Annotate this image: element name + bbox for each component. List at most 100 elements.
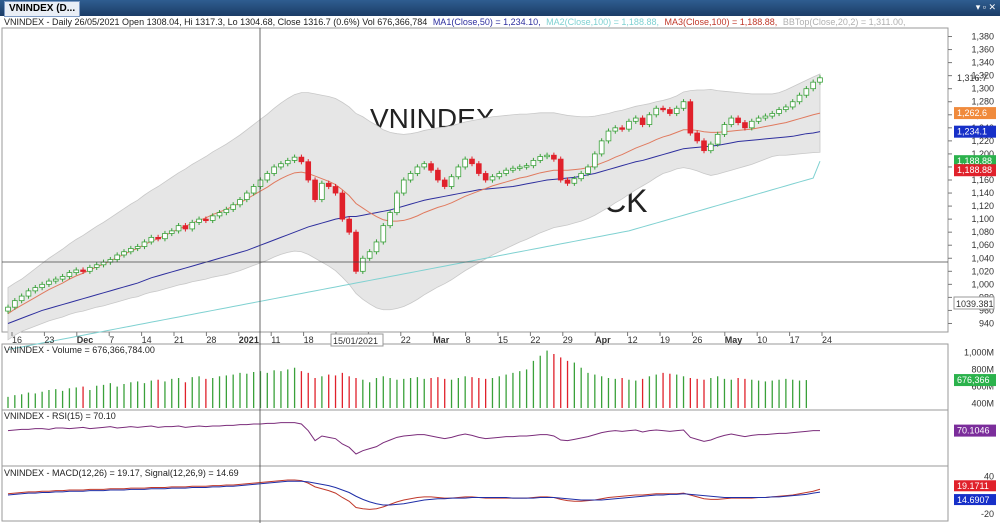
price-tag-label: 1,316.7	[957, 73, 987, 83]
candle-body	[339, 192, 346, 220]
candle-body	[223, 208, 230, 214]
price-info-line: VNINDEX - Daily 26/05/2021 Open 1308.04,…	[4, 17, 909, 27]
candle-body	[18, 295, 25, 302]
candle-body	[469, 158, 475, 165]
candle-body	[52, 278, 59, 282]
candle-body	[489, 176, 496, 181]
candle-body	[783, 106, 789, 110]
candle-body	[728, 117, 735, 125]
candle-body	[414, 166, 421, 174]
candle-body	[796, 94, 803, 103]
date-tick-label: 22	[401, 335, 411, 345]
candle-body	[332, 186, 339, 194]
price-tag-label: 1,234.1	[957, 127, 987, 137]
candle-body	[244, 192, 250, 200]
date-tick-label: 15	[498, 335, 508, 345]
price-tick-label: 1,080	[971, 227, 994, 237]
candle-body	[59, 276, 66, 280]
signal-last-box	[954, 494, 996, 506]
date-tick-label: 24	[822, 335, 832, 345]
candle-body	[93, 264, 100, 268]
date-tick-label: 19	[660, 335, 670, 345]
candle-body	[325, 182, 332, 187]
macd-panel-frame	[1, 465, 949, 522]
price-tag-box	[954, 107, 996, 120]
candle-body	[230, 204, 236, 210]
candle-body	[284, 160, 291, 165]
candle-body	[612, 127, 619, 132]
volume-bars: 1,000M 800M 600M 400M 676,366	[7, 347, 996, 409]
candle-body	[134, 246, 141, 249]
volume-last-label: 676,366	[957, 375, 990, 385]
candle-body	[216, 212, 223, 217]
candle-body	[735, 117, 741, 124]
candle-body	[209, 215, 216, 221]
candle-body	[557, 158, 564, 181]
candle-body	[476, 163, 482, 174]
price-tick-label: 1,140	[971, 188, 994, 198]
symbol-tab[interactable]: VNINDEX (D...	[4, 1, 81, 17]
candle-body	[592, 153, 598, 168]
volume-tick-label: 1,000M	[964, 347, 994, 357]
candle-body	[817, 77, 823, 83]
price-tag-label: 1,188.88	[957, 165, 992, 175]
candle-body	[373, 241, 380, 253]
candle-body	[776, 109, 782, 114]
date-tick-label: Mar	[433, 335, 450, 345]
candle-body	[346, 218, 352, 233]
candle-body	[182, 225, 189, 230]
candle-body	[264, 173, 271, 181]
candle-body	[141, 241, 148, 247]
bollinger-band	[7, 73, 821, 341]
date-tick-label: 29	[563, 335, 573, 345]
volume-tick-label: 800M	[971, 364, 994, 374]
candle-body	[803, 88, 810, 96]
price-tick-label: 1,320	[971, 71, 994, 81]
crosshair-date-box	[330, 333, 384, 347]
candle-body	[694, 132, 700, 142]
volume-panel-title: VNINDEX - Volume = 676,366,784.00	[4, 345, 155, 355]
candle-body	[496, 173, 503, 178]
candle-body	[435, 169, 441, 181]
date-tick-label: 8	[466, 335, 471, 345]
candle-body	[5, 306, 11, 312]
candle-body	[305, 161, 312, 181]
ma1-legend: MA1(Close,50) = 1,234.10,	[432, 17, 541, 27]
window-controls[interactable]: ▾ ▫ ✕	[975, 2, 996, 12]
candle-body	[175, 225, 182, 232]
candle-body	[12, 300, 18, 308]
candle-body	[448, 176, 455, 187]
crosshair-date-label: 15/01/2021	[333, 336, 378, 346]
candle-body	[708, 143, 714, 152]
candle-body	[291, 156, 298, 161]
candle-body	[46, 280, 52, 285]
date-tick-label: 26	[692, 335, 702, 345]
candle-body	[537, 156, 544, 161]
candle-body	[721, 124, 728, 135]
candle-body	[394, 192, 400, 214]
price-tick-label: 1,340	[971, 58, 994, 68]
candle-body	[271, 166, 277, 174]
price-tick-label: 960	[979, 305, 994, 315]
date-tick-label: 14	[142, 335, 152, 345]
price-tick-label: 1,060	[971, 240, 994, 250]
price-tag-label: 1,188.88	[957, 156, 992, 166]
candle-body	[387, 212, 393, 227]
volume-last-box	[954, 374, 996, 387]
symbol-summary: VNINDEX - Daily 26/05/2021 Open 1308.04,…	[4, 17, 428, 27]
candle-body	[482, 173, 489, 181]
candle-body	[667, 109, 673, 114]
price-tick-label: 1,380	[971, 32, 994, 42]
price-tick-label: 1,040	[971, 253, 994, 263]
candle-body	[168, 230, 175, 234]
volume-tick-label: 400M	[971, 399, 994, 409]
candle-body	[714, 133, 721, 145]
price-tick-label: 1,300	[971, 84, 994, 94]
candle-body	[380, 225, 387, 243]
candle-body	[400, 179, 407, 194]
price-tag-box	[954, 155, 996, 168]
candle-body	[701, 140, 707, 152]
candle-body	[810, 81, 816, 90]
